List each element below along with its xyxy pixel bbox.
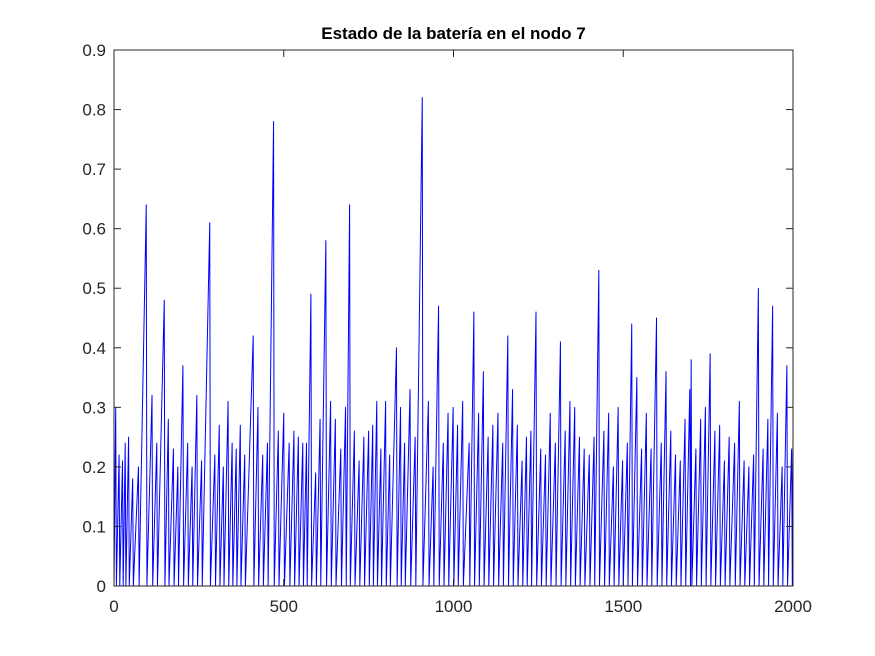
y-tick-label: 0.8 xyxy=(82,101,106,120)
x-tick-label: 500 xyxy=(270,597,298,616)
series-layer xyxy=(113,97,794,587)
y-axis: 0 0.1 0.2 0.3 0.4 0.5 0.6 0.7 0.8 0.9 xyxy=(82,41,793,596)
x-tick-label: 1500 xyxy=(604,597,642,616)
y-tick-label: 0.7 xyxy=(82,160,106,179)
y-tick-label: 0.3 xyxy=(82,398,106,417)
series-line xyxy=(113,97,794,587)
y-tick-label: 0.6 xyxy=(82,220,106,239)
x-tick-label: 2000 xyxy=(774,597,812,616)
y-tick-label: 0.1 xyxy=(82,517,106,536)
x-axis: 0 500 1000 1500 2000 xyxy=(109,50,812,616)
chart-title: Estado de la batería en el nodo 7 xyxy=(321,24,586,43)
y-tick-label: 0 xyxy=(97,577,106,596)
y-tick-label: 0.2 xyxy=(82,458,106,477)
y-tick-label: 0.9 xyxy=(82,41,106,60)
y-tick-label: 0.5 xyxy=(82,279,106,298)
x-tick-label: 1000 xyxy=(435,597,473,616)
y-tick-label: 0.4 xyxy=(82,339,106,358)
x-tick-label: 0 xyxy=(109,597,118,616)
